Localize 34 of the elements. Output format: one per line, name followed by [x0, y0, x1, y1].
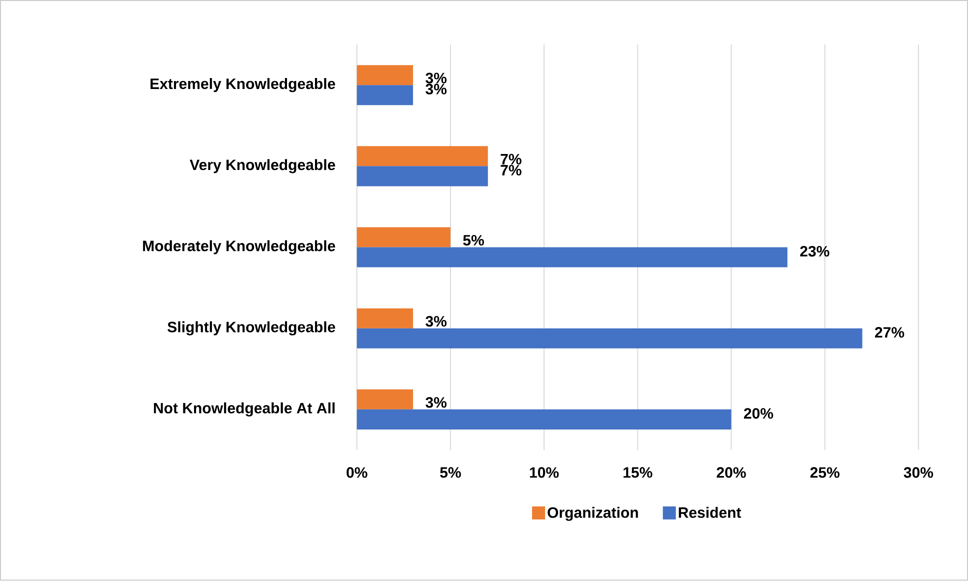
data-label: 3%	[426, 84, 447, 95]
data-label: 27%	[875, 327, 904, 338]
x-tick-label: 10%	[530, 467, 559, 478]
bar	[356, 247, 788, 268]
bar	[356, 410, 732, 430]
x-tick-label: 30%	[904, 467, 934, 478]
x-tick-label: 0%	[346, 467, 368, 478]
data-label: 3%	[426, 72, 447, 84]
bar	[356, 390, 414, 410]
legend-label: Organization	[548, 507, 638, 522]
y-tick-label: Extremely Knowledgeable	[150, 78, 336, 92]
bar	[356, 166, 488, 186]
bar	[356, 146, 488, 166]
x-tick-label: 5%	[440, 467, 461, 478]
x-tick-label: 20%	[716, 467, 746, 478]
bar	[356, 65, 414, 86]
bar	[356, 328, 862, 349]
data-label: 3%	[426, 316, 447, 327]
y-tick-label: Slightly Knowledgeable	[168, 322, 336, 336]
data-label: 20%	[744, 408, 774, 419]
bar	[356, 85, 414, 106]
data-label: 7%	[500, 154, 522, 165]
bar	[356, 308, 414, 329]
x-tick-label: 25%	[810, 467, 840, 478]
bar	[356, 227, 450, 248]
y-tick-label: Very Knowledgeable	[190, 159, 336, 174]
data-label: 7%	[500, 165, 522, 176]
legend-label: Resident	[678, 507, 742, 518]
data-label: 5%	[463, 235, 484, 246]
x-tick-label: 15%	[624, 467, 652, 478]
data-label: 23%	[800, 246, 830, 257]
data-label: 3%	[426, 397, 447, 408]
y-tick-label: Moderately Knowledgeable	[143, 240, 336, 254]
y-tick-label: Not Knowledgeable At All	[154, 402, 335, 417]
